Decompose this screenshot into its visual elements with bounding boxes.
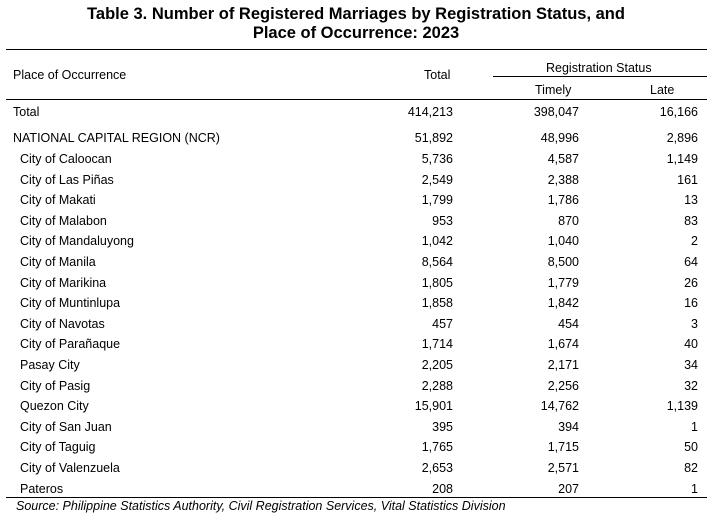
row-late: 3 [691, 316, 698, 331]
row-total: 51,892 [414, 131, 453, 145]
row-total: 457 [432, 316, 453, 331]
row-timely: 394 [558, 419, 579, 434]
row-timely: 870 [558, 213, 579, 228]
table-title-line-2: Place of Occurrence: 2023 [252, 24, 460, 42]
row-timely: 4,587 [547, 152, 579, 166]
row-late: 16 [684, 296, 698, 311]
header-place: Place of Occurrence [13, 68, 127, 82]
header-bottom-rule [6, 99, 707, 100]
row-late: 1,139 [666, 399, 698, 414]
row-place: City of Marikina [20, 275, 107, 290]
row-place: City of Taguig [20, 440, 96, 455]
bottom-rule [6, 497, 707, 498]
row-place: NATIONAL CAPITAL REGION (NCR) [13, 131, 220, 145]
row-late: 13 [684, 193, 698, 208]
row-total: 1,714 [421, 337, 453, 352]
row-place: City of Parañaque [20, 337, 121, 352]
row-late: 50 [684, 440, 698, 455]
table-title-line-1: Table 3. Number of Registered Marriages … [87, 5, 625, 23]
row-timely: 2,256 [547, 378, 579, 393]
row-total: 2,653 [421, 461, 453, 475]
header-late: Late [650, 83, 675, 97]
status-group-rule [493, 76, 707, 77]
row-total: 5,736 [421, 152, 453, 166]
row-timely: 48,996 [540, 131, 579, 145]
row-place: City of Caloocan [20, 152, 112, 166]
row-timely: 1,779 [547, 275, 579, 290]
row-place: City of Makati [20, 193, 96, 208]
top-rule [6, 49, 707, 50]
row-place: City of Malabon [20, 213, 107, 228]
row-late: 34 [684, 358, 698, 372]
row-timely: 398,047 [533, 105, 579, 119]
row-total: 1,805 [421, 275, 453, 290]
header-timely: Timely [535, 83, 572, 97]
row-late: 1,149 [666, 152, 698, 166]
row-place: City of Mandaluyong [20, 234, 134, 249]
row-timely: 2,171 [547, 358, 579, 372]
row-total: 208 [432, 481, 453, 496]
row-total: 953 [432, 213, 453, 228]
row-late: 2 [691, 234, 698, 249]
row-total: 1,765 [421, 440, 453, 455]
row-timely: 14,762 [540, 399, 579, 414]
row-late: 161 [677, 172, 698, 187]
row-place: City of Pasig [20, 378, 91, 393]
row-total: 1,799 [421, 193, 453, 208]
row-total: 2,205 [421, 358, 453, 372]
row-late: 83 [684, 213, 698, 228]
row-total: 15,901 [414, 399, 453, 414]
row-total: 1,042 [421, 234, 453, 249]
row-timely: 1,674 [547, 337, 579, 352]
row-place: City of Las Piñas [20, 172, 114, 187]
header-total: Total [424, 68, 451, 82]
row-timely: 454 [558, 316, 579, 331]
row-late: 82 [684, 461, 698, 475]
row-total: 414,213 [407, 105, 453, 119]
row-late: 2,896 [666, 131, 698, 145]
row-late: 64 [684, 255, 698, 269]
row-timely: 8,500 [547, 255, 579, 269]
row-total: 395 [432, 419, 453, 434]
row-total: 8,564 [421, 255, 453, 269]
row-late: 26 [684, 275, 698, 290]
row-late: 1 [691, 419, 698, 434]
row-place: Total [13, 105, 40, 119]
row-timely: 2,388 [547, 172, 579, 187]
row-timely: 1,040 [547, 234, 579, 249]
row-place: City of Valenzuela [20, 461, 120, 475]
row-timely: 2,571 [547, 461, 579, 475]
row-total: 2,288 [421, 378, 453, 393]
row-timely: 1,842 [547, 296, 579, 311]
row-timely: 1,786 [547, 193, 579, 208]
source-note: Source: Philippine Statistics Authority,… [16, 499, 506, 513]
row-late: 32 [684, 378, 698, 393]
row-place: City of Manila [20, 255, 96, 269]
row-place: City of San Juan [20, 419, 112, 434]
row-late: 1 [691, 481, 698, 496]
table-title: Table 3. Number of Registered Marriages … [0, 5, 712, 43]
row-place: Pateros [20, 481, 64, 496]
header-registration-status: Registration Status [546, 61, 652, 75]
row-place: City of Muntinlupa [20, 296, 121, 311]
row-place: City of Navotas [20, 316, 105, 331]
row-place: Pasay City [20, 358, 80, 372]
row-total: 1,858 [421, 296, 453, 311]
row-timely: 207 [558, 481, 579, 496]
row-place: Quezon City [20, 399, 89, 414]
row-total: 2,549 [421, 172, 453, 187]
row-late: 16,166 [659, 105, 698, 119]
row-timely: 1,715 [547, 440, 579, 455]
row-late: 40 [684, 337, 698, 352]
